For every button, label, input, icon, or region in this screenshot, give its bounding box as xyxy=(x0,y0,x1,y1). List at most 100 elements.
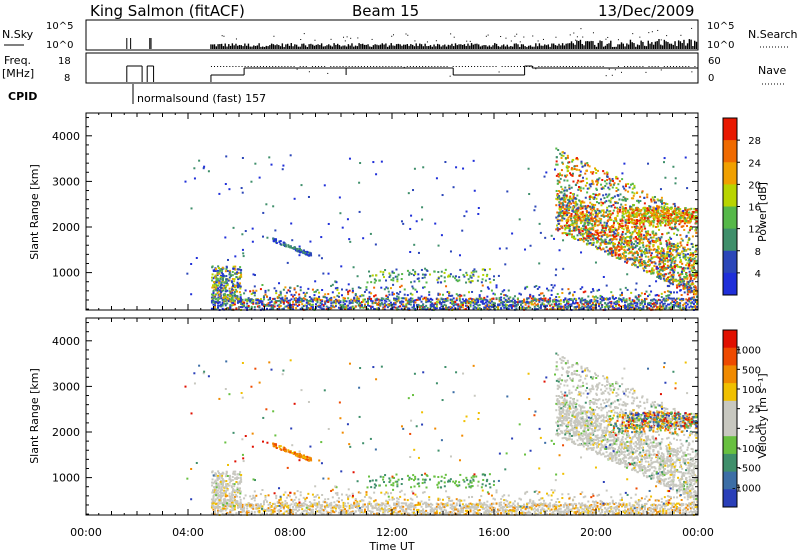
scatter-cell xyxy=(686,299,689,302)
scatter-cell xyxy=(585,169,588,172)
scatter-cell xyxy=(595,188,598,191)
scatter-cell xyxy=(321,307,324,310)
scatter-cell xyxy=(557,219,560,222)
nave-dot xyxy=(327,72,329,74)
scatter-cell xyxy=(643,225,646,228)
scatter-cell xyxy=(670,242,673,245)
search-noise-dot xyxy=(466,40,468,42)
nave-dot xyxy=(477,66,479,67)
scatter-cell xyxy=(592,197,595,200)
scatter-cell xyxy=(561,219,564,222)
scatter-cell xyxy=(567,304,570,307)
scatter-cell xyxy=(577,179,580,182)
scatter-cell xyxy=(591,306,594,309)
scatter-cell xyxy=(690,287,693,290)
scatter-cell xyxy=(382,303,385,306)
scatter-cell xyxy=(217,306,220,309)
scatter-cell xyxy=(652,225,655,228)
scatter-cell xyxy=(625,241,628,244)
scatter-cell xyxy=(278,307,281,310)
scatter-cell xyxy=(339,301,342,304)
scatter-cell xyxy=(630,235,633,238)
scatter-cell xyxy=(594,224,597,227)
scatter-cell xyxy=(518,301,521,304)
scatter-cell xyxy=(377,301,380,304)
scatter-cell xyxy=(411,306,414,309)
scatter-cell xyxy=(624,225,627,228)
scatter-cell xyxy=(494,293,496,296)
scatter-cell xyxy=(599,301,602,304)
scatter-cell xyxy=(385,300,388,303)
nave-dot xyxy=(559,66,561,67)
scatter-cell xyxy=(373,286,376,289)
scatter-cell xyxy=(683,228,686,231)
scatter-cell xyxy=(239,296,242,299)
nave-dot xyxy=(324,66,326,67)
scatter-cell xyxy=(669,259,672,262)
scatter-cell xyxy=(684,249,687,252)
scatter-cell xyxy=(585,301,588,304)
scatter-cell xyxy=(679,273,682,276)
scatter-cell xyxy=(622,235,625,238)
scatter-cell xyxy=(619,305,622,308)
nave-dot xyxy=(694,66,696,67)
scatter-cell xyxy=(618,253,621,256)
scatter-cell xyxy=(428,293,431,296)
scatter-cell xyxy=(584,196,587,199)
scatter-cell xyxy=(455,297,458,300)
nave-dot xyxy=(311,66,313,67)
scatter-cell xyxy=(287,301,290,304)
scatter-cell xyxy=(673,301,676,304)
scatter-cell xyxy=(563,212,566,215)
search-noise-dot xyxy=(330,38,332,40)
scatter-cell xyxy=(484,279,487,282)
scatter-cell xyxy=(440,298,443,301)
scatter-cell xyxy=(634,246,637,249)
scatter-cell xyxy=(609,228,612,231)
scatter-cell xyxy=(549,299,552,302)
scatter-cell xyxy=(285,291,288,294)
scatter-cell xyxy=(393,306,396,309)
scatter-cell xyxy=(438,307,441,310)
scatter-cell xyxy=(609,226,612,229)
scatter-cell xyxy=(659,262,662,265)
scatter-cell xyxy=(293,287,296,290)
scatter-cell xyxy=(406,300,409,303)
scatter-cell xyxy=(666,254,669,257)
scatter-cell xyxy=(643,303,646,306)
scatter-cell xyxy=(456,280,459,283)
scatter-cell xyxy=(685,274,688,277)
scatter-cell xyxy=(229,304,232,307)
scatter-cell xyxy=(590,234,593,237)
scatter-cell xyxy=(341,288,343,291)
scatter-cell xyxy=(480,300,483,303)
scatter-cell xyxy=(559,212,562,215)
scatter-cell xyxy=(591,181,594,184)
scatter-cell xyxy=(446,297,449,300)
scatter-cell xyxy=(224,294,227,297)
scatter-cell xyxy=(524,286,527,289)
scatter-cell xyxy=(518,292,521,295)
scatter-cell xyxy=(668,278,671,281)
scatter-cell xyxy=(443,307,446,310)
scatter-cell xyxy=(557,228,560,231)
scatter-cell xyxy=(633,256,636,259)
scatter-cell xyxy=(650,254,653,257)
scatter-cell xyxy=(584,164,587,167)
nave-dot xyxy=(419,66,421,67)
scatter-cell xyxy=(216,277,219,280)
scatter-cell xyxy=(284,299,287,302)
scatter-cell xyxy=(581,299,584,302)
scatter-cell xyxy=(658,265,661,268)
scatter-cell xyxy=(423,308,426,311)
scatter-cell xyxy=(503,297,506,300)
scatter-cell xyxy=(567,208,570,211)
scatter-cell xyxy=(597,234,600,237)
scatter-cell xyxy=(301,299,304,302)
scatter-cell xyxy=(570,223,573,226)
scatter-cell xyxy=(500,298,503,301)
scatter-cell xyxy=(687,248,690,251)
scatter-cell xyxy=(654,294,657,297)
scatter-cell xyxy=(563,217,566,220)
scatter-cell xyxy=(542,303,545,306)
